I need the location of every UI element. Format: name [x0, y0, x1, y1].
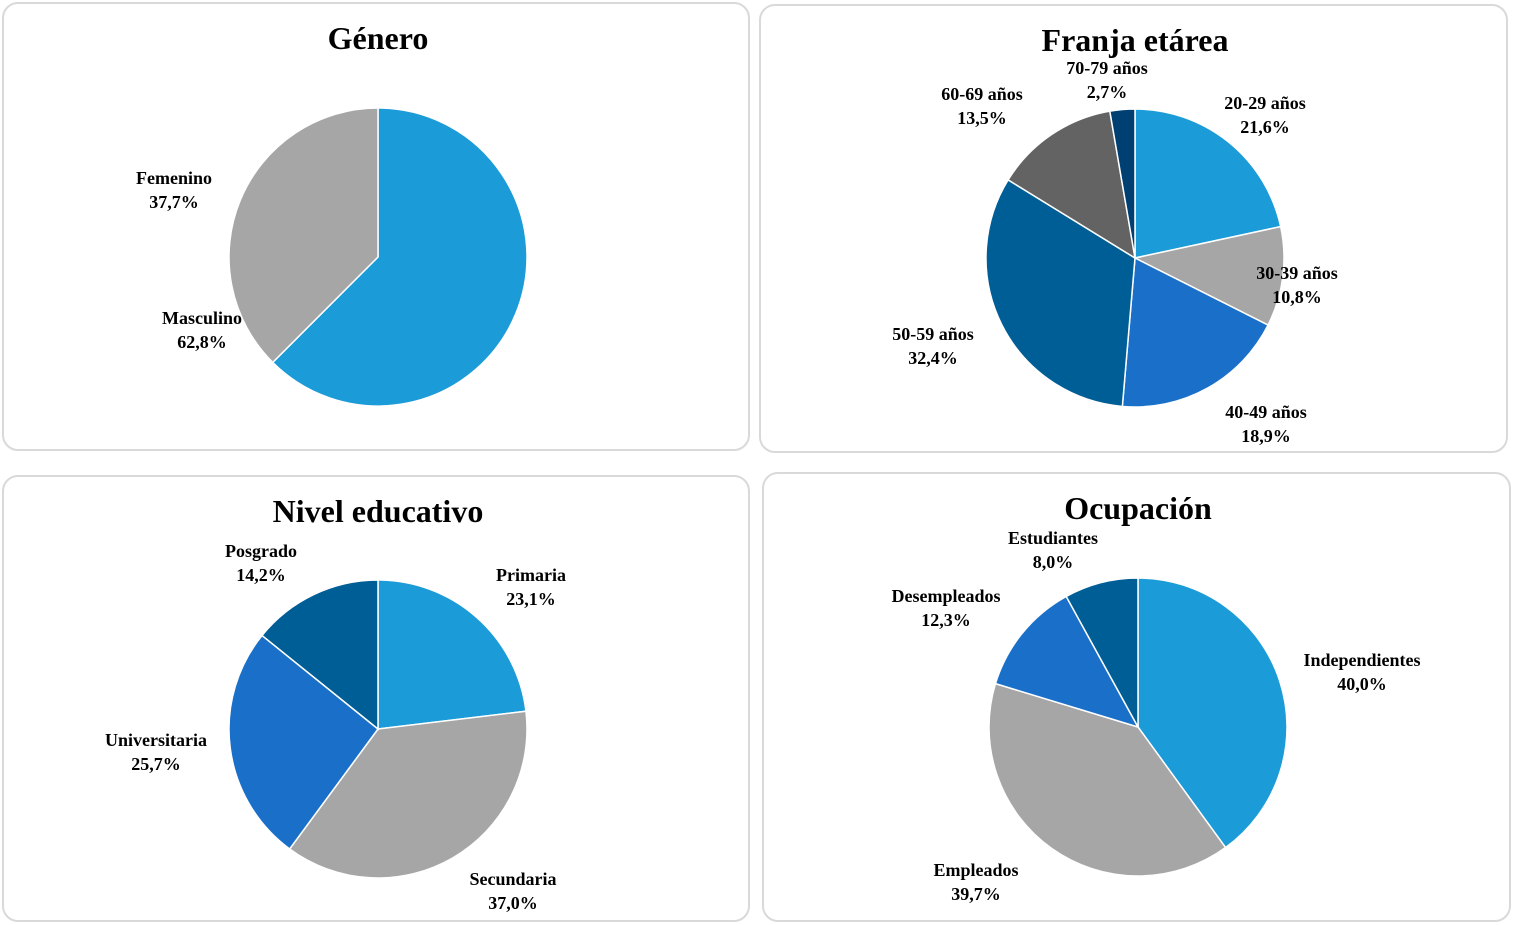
- data-label-category: 50-59 años: [892, 324, 974, 344]
- pie-slice-50-59-anos: [985, 178, 1136, 408]
- pie-slice-empleados: [988, 682, 1227, 877]
- data-label-70-79-anos: 70-79 años 2,7%: [1066, 58, 1148, 102]
- data-label-universitaria: Universitaria 25,7%: [105, 730, 207, 774]
- data-label-category: 70-79 años: [1066, 58, 1148, 78]
- data-label-secundaria: Secundaria 37,0%: [469, 869, 556, 913]
- data-label-60-69-anos: 60-69 años 13,5%: [941, 84, 1023, 128]
- pie-slice-femenino: [228, 107, 379, 364]
- data-label-value: 14,2%: [236, 565, 286, 585]
- pie-slice-masculino: [271, 107, 528, 407]
- chart-title-ocupacion: Ocupación: [1064, 490, 1212, 526]
- data-label-estudiantes: Estudiantes 8,0%: [1008, 528, 1098, 572]
- data-label-independientes: Independientes 40,0%: [1303, 650, 1420, 694]
- chart-title-franja-etarea: Franja etárea: [1042, 22, 1229, 58]
- pie-slice-70-79-anos: [1108, 108, 1136, 259]
- pie-slice-30-39-anos: [1132, 225, 1285, 327]
- data-label-category: Independientes: [1303, 650, 1420, 670]
- data-label-category: Masculino: [162, 308, 242, 328]
- pie-slice-primaria: [377, 579, 527, 730]
- data-label-category: Femenino: [136, 168, 212, 188]
- data-label-value: 23,1%: [506, 589, 556, 609]
- data-label-value: 37,7%: [149, 192, 199, 212]
- data-label-category: 40-49 años: [1225, 402, 1307, 422]
- data-label-value: 21,6%: [1240, 117, 1290, 137]
- chart-svg-franja-etarea: Franja etárea 20-29 años 21,6% 30-39 años 10…: [892, 22, 1338, 446]
- data-label-value: 32,4%: [908, 348, 958, 368]
- chart-svg-ocupacion: Ocupación Independientes 40,0% Empleados 39,…: [892, 490, 1421, 904]
- data-label-category: 60-69 años: [941, 84, 1023, 104]
- data-label-value: 8,0%: [1033, 552, 1074, 572]
- data-label-category: Universitaria: [105, 730, 207, 750]
- data-label-category: 30-39 años: [1256, 263, 1338, 283]
- data-label-20-29-anos: 20-29 años 21,6%: [1224, 93, 1306, 137]
- pie-slice-desempleados: [994, 595, 1140, 729]
- pie-slice-universitaria: [228, 634, 380, 851]
- data-label-posgrado: Posgrado 14,2%: [225, 541, 297, 585]
- data-label-category: Secundaria: [469, 869, 556, 889]
- data-label-50-59-anos: 50-59 años 32,4%: [892, 324, 974, 368]
- data-label-empleados: Empleados 39,7%: [933, 860, 1018, 904]
- chart-svg-genero: Género Masculino 62,8% Femenino 37,7%: [136, 20, 528, 407]
- data-label-30-39-anos: 30-39 años 10,8%: [1256, 263, 1338, 307]
- chart-panel-franja-etarea: Franja etárea 20-29 años 21,6% 30-39 años 10…: [759, 4, 1508, 453]
- pie-slice-secundaria: [288, 710, 528, 879]
- chart-svg-nivel-educativo: Nivel educativo Primaria 23,1% Secundaria 37…: [105, 493, 566, 913]
- pie-slice-independientes: [1137, 577, 1288, 849]
- pie-slice-40-49-anos: [1121, 256, 1270, 408]
- data-label-value: 10,8%: [1272, 287, 1322, 307]
- data-label-primaria: Primaria 23,1%: [496, 565, 566, 609]
- pie-slice-posgrado: [260, 579, 379, 731]
- chart-panel-ocupacion: Ocupación Independientes 40,0% Empleados 39,…: [762, 472, 1511, 922]
- data-label-femenino: Femenino 37,7%: [136, 168, 212, 212]
- chart-panel-nivel-educativo: Nivel educativo Primaria 23,1% Secundaria 37…: [2, 475, 750, 922]
- chart-title-genero: Género: [328, 20, 429, 56]
- data-label-value: 12,3%: [921, 610, 971, 630]
- data-label-value: 2,7%: [1087, 82, 1128, 102]
- pie-slice-60-69-anos: [1007, 110, 1137, 260]
- data-label-40-49-anos: 40-49 años 18,9%: [1225, 402, 1307, 446]
- data-label-value: 18,9%: [1241, 426, 1291, 446]
- data-label-category: Estudiantes: [1008, 528, 1098, 548]
- pie-slice-20-29-anos: [1134, 108, 1282, 259]
- data-label-category: Desempleados: [892, 586, 1001, 606]
- data-label-desempleados: Desempleados 12,3%: [892, 586, 1001, 630]
- data-label-category: Primaria: [496, 565, 566, 585]
- data-label-value: 40,0%: [1337, 674, 1387, 694]
- data-label-category: Empleados: [933, 860, 1018, 880]
- data-label-value: 39,7%: [951, 884, 1001, 904]
- chart-title-nivel-educativo: Nivel educativo: [273, 493, 484, 529]
- chart-panel-genero: Género Masculino 62,8% Femenino 37,7%: [2, 2, 750, 451]
- data-label-category: Posgrado: [225, 541, 297, 561]
- data-label-value: 13,5%: [957, 108, 1007, 128]
- data-label-value: 25,7%: [131, 754, 181, 774]
- data-label-value: 37,0%: [488, 893, 538, 913]
- data-label-masculino: Masculino 62,8%: [162, 308, 242, 352]
- pie-slice-estudiantes: [1065, 577, 1139, 728]
- data-label-category: 20-29 años: [1224, 93, 1306, 113]
- data-label-value: 62,8%: [177, 332, 227, 352]
